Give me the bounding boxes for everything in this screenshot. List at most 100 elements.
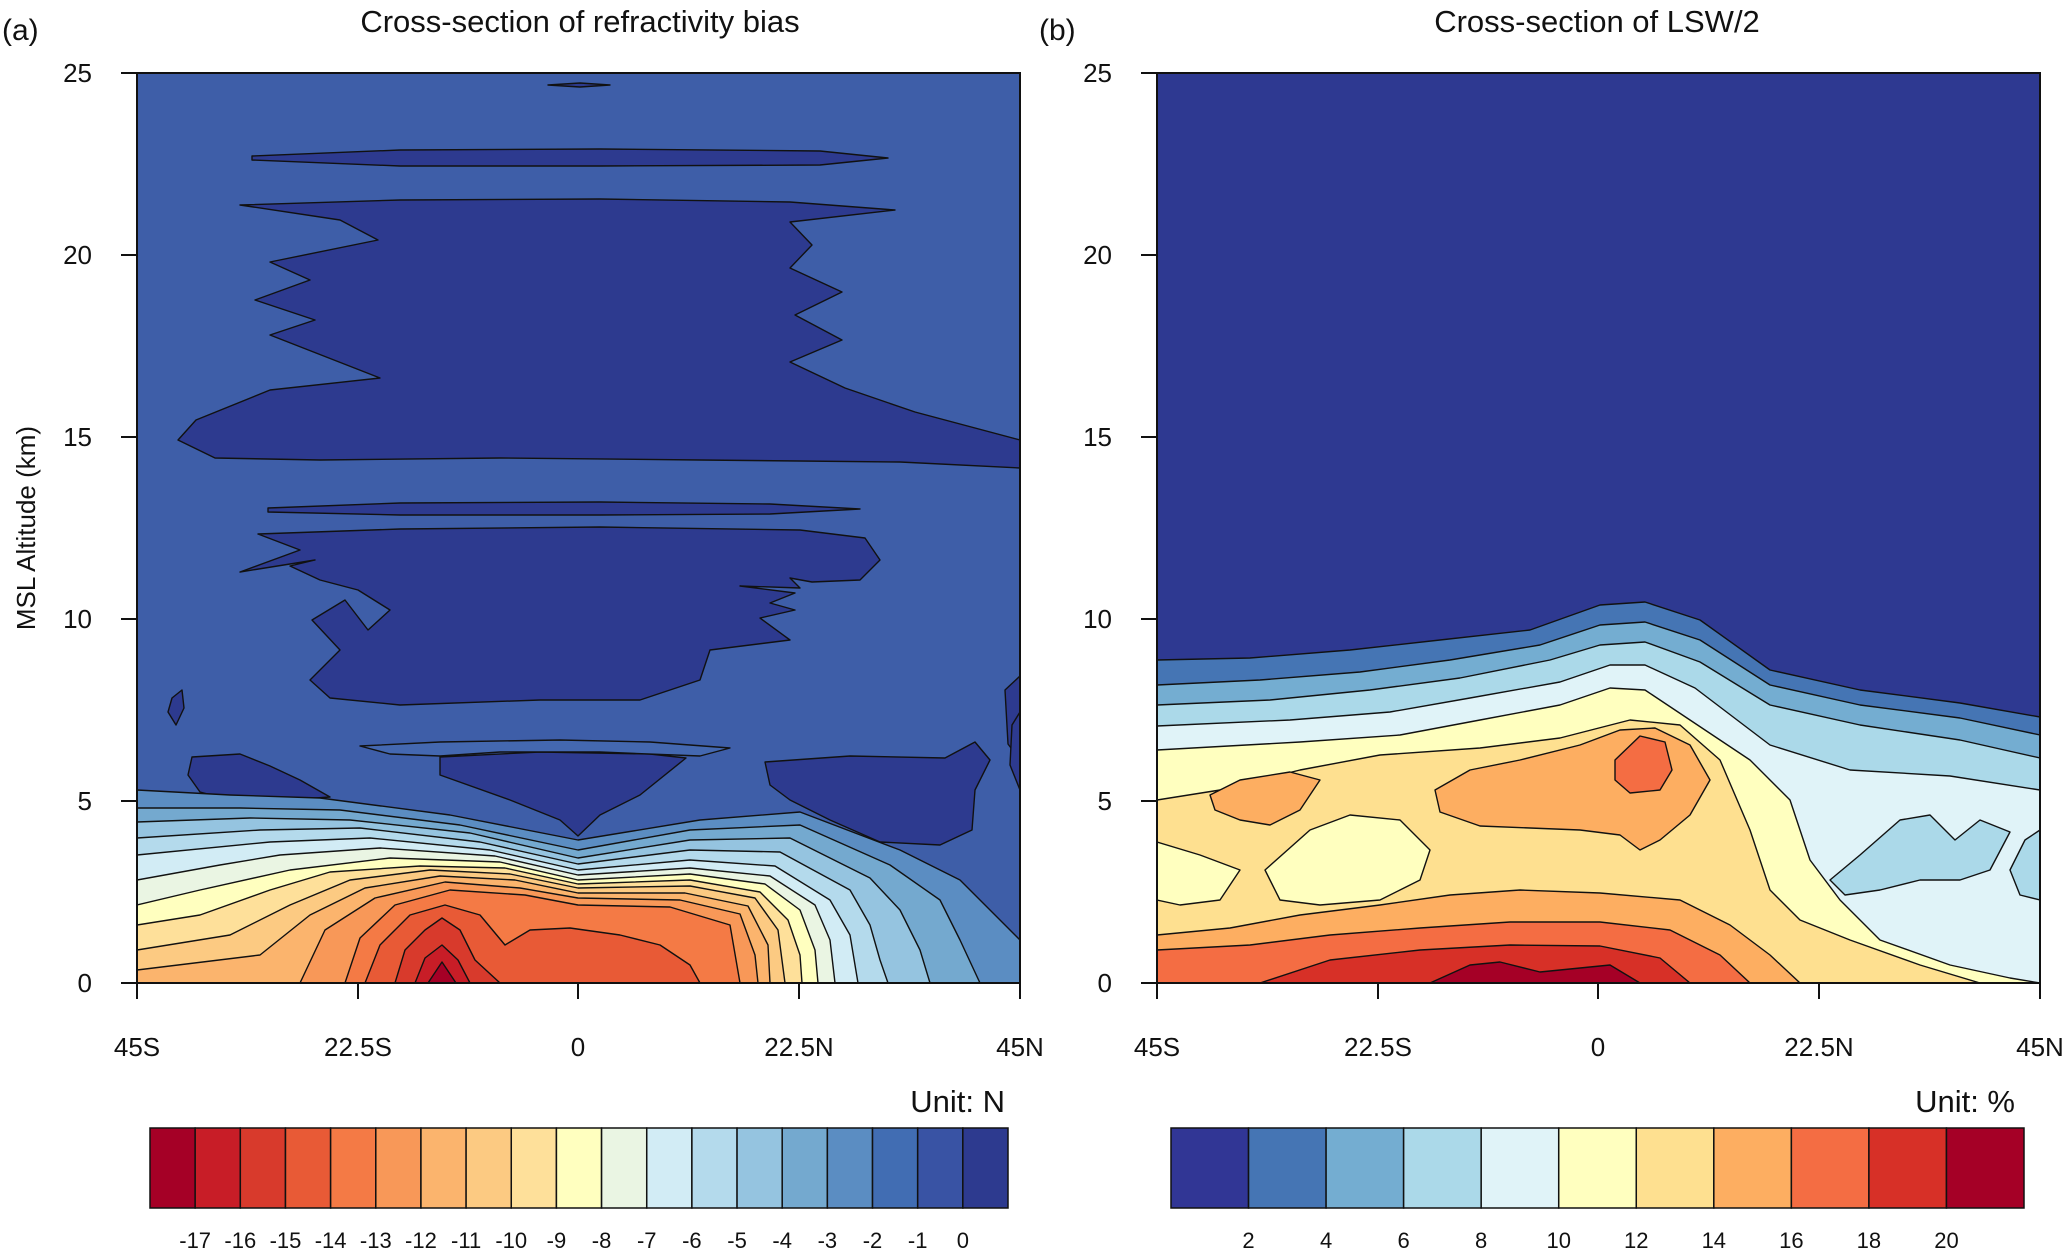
panel-a-title: Cross-section of refractivity bias [360,4,799,39]
panel-a-colorbar-segment [194,1127,242,1209]
panel-b-x-tick-label: 0 [1591,1032,1605,1062]
panel-b-colorbar-tick-label: 20 [1934,1228,1958,1253]
panel-a-colorbar-segment [962,1127,1009,1209]
panel-b-colorbar-tick-label: 4 [1320,1228,1332,1253]
panel-b-plot-area [1157,73,2040,983]
panel-b-contour-14-west [1209,771,1321,826]
panel-a-contour-top-24km [547,82,611,88]
panel-b-colorbar-segment [1557,1127,1638,1209]
panel-a-x-tick-label: 45S [114,1032,160,1062]
panel-a-contour-5km-central [439,751,687,837]
panel-a-colorbar-tick-label: -15 [270,1228,302,1253]
panel-b-colorbar-tick-label: 18 [1857,1228,1881,1253]
panel-a-x-tick-label: 0 [571,1032,585,1062]
panel-b-contour-20-surface [1429,961,1641,983]
panel-b-colorbar-segment [1945,1127,2025,1209]
panel-a-y-axis [121,72,137,984]
panel-b-label: (b) [1039,14,1076,47]
panel-a-colorbar-tick-label: -12 [405,1228,437,1253]
panel-a-label: (a) [2,14,39,47]
panel-a-colorbar-segment [781,1127,829,1209]
panel-b-colorbar-unit: Unit: % [1915,1084,2015,1119]
panel-b-colorbar-tick-label: 10 [1546,1228,1570,1253]
panel-a-contour-east-edge [1009,711,1020,791]
panel-a-contour-mid-band [267,501,861,516]
panel-b-colorbar-tick-label: 16 [1779,1228,1803,1253]
panel-b-colorbar-tick-label: 6 [1398,1228,1410,1253]
panel-b-y-tick-label: 15 [1083,422,1112,452]
panel-b-colorbar-segment [1325,1127,1405,1209]
panel-b-colorbar-segment [1868,1127,1948,1209]
panel-a-colorbar-tick-label: -3 [818,1228,838,1253]
panel-a-contour-m17 [427,961,457,983]
panel-b-colorbar-tick-label: 14 [1702,1228,1726,1253]
panel-a-colorbar-tick-label: -7 [637,1228,657,1253]
panel-a-y-axis-label: MSL Altitude (km) [11,426,41,630]
panel-a-colorbar-segment [916,1127,964,1209]
panel-a: (a) Cross-section of refractivity bias M… [2,4,1044,1253]
panel-b-x-tick-label: 22.5S [1344,1032,1412,1062]
panel-a-colorbar-tick-label: -8 [592,1228,612,1253]
panel-a-x-axis [136,983,1021,999]
panel-a-colorbar-tick-label: -10 [495,1228,527,1253]
panel-a-colorbar-segment [465,1127,513,1209]
panel-a-x-tick-label: 22.5S [324,1032,392,1062]
panel-a-colorbar-segment [555,1127,603,1209]
panel-a-colorbar-tick-label: -17 [179,1228,211,1253]
panel-b: (b) Cross-section of LSW/2 [1039,4,2064,1253]
panel-b-y-tick-label: 5 [1098,786,1112,816]
panel-b-colorbar-segment [1170,1127,1250,1209]
panel-a-colorbar-tick-label: -13 [360,1228,392,1253]
panel-a-y-tick-label: 20 [63,240,92,270]
panel-a-contour-island-2 [167,689,185,726]
panel-a-contour-5km-east [764,741,991,846]
panel-a-plot-area [137,73,1020,983]
panel-a-colorbar-segment [375,1127,422,1209]
panel-a-colorbar: -17 -16 -15 -14 -13 -12 -11 -10 -9 -8 -7 -6 -5 -4 -3 -2… [149,1127,1009,1253]
panel-b-contour-8-island-2 [2009,829,2040,901]
panel-b-colorbar-tick-label: 2 [1242,1228,1254,1253]
panel-b-x-axis [1156,983,2041,999]
panel-a-colorbar-tick-label: -14 [315,1228,347,1253]
panel-a-colorbar-segment [510,1127,558,1209]
panel-b-y-axis [1141,72,1157,984]
panel-a-x-tick-label: 22.5N [764,1032,833,1062]
panel-b-contour-12-island-west [1157,841,1241,906]
panel-a-colorbar-tick-label: -11 [451,1228,481,1253]
panel-a-colorbar-tick-label: -1 [908,1228,928,1253]
panel-a-y-tick-label: 25 [63,58,92,88]
panel-a-colorbar-segment [420,1127,467,1209]
panel-a-colorbar-tick-label: 0 [957,1228,969,1253]
panel-a-colorbar-segment [736,1127,783,1209]
panel-a-colorbar-segment [691,1127,738,1209]
panel-a-y-tick-label: 5 [78,786,92,816]
panel-b-y-tick-label: 0 [1098,968,1112,998]
panel-b-colorbar-segment [1790,1127,1870,1209]
panel-b-contour-16 [1614,735,1673,794]
panel-b-colorbar: 2 4 6 8 10 12 14 16 18 20 [1170,1127,2025,1253]
panel-a-colorbar-unit: Unit: N [910,1084,1005,1119]
panel-b-colorbar-segment [1635,1127,1715,1209]
panel-a-colorbar-tick-label: -6 [682,1228,702,1253]
panel-a-colorbar-tick-label: -5 [727,1228,747,1253]
panel-a-contour-5km-mid-ridge [359,739,731,757]
panel-b-colorbar-segment [1480,1127,1560,1209]
panel-b-x-tick-label: 22.5N [1784,1032,1853,1062]
panel-a-colorbar-tick-label: -4 [772,1228,792,1253]
panel-a-colorbar-segment [871,1127,919,1209]
panel-a-colorbar-segment [284,1127,332,1209]
panel-b-contour-12-island [1264,814,1431,906]
panel-b-colorbar-tick-label: 8 [1475,1228,1487,1253]
panel-a-contour-upper-main [177,198,1020,469]
panel-a-y-tick-label: 0 [78,968,92,998]
panel-b-colorbar-segment [1402,1127,1482,1209]
panel-b-y-tick-label: 10 [1083,604,1112,634]
panel-a-colorbar-tick-label: -16 [224,1228,256,1253]
panel-a-colorbar-segment [826,1127,874,1209]
panel-a-contour-upper-22km [251,148,889,167]
panel-b-contour-8-island-1 [1829,814,2011,896]
panel-b-colorbar-segment [1247,1127,1327,1209]
panel-a-colorbar-segment [239,1127,287,1209]
panel-b-y-tick-label: 20 [1083,240,1112,270]
